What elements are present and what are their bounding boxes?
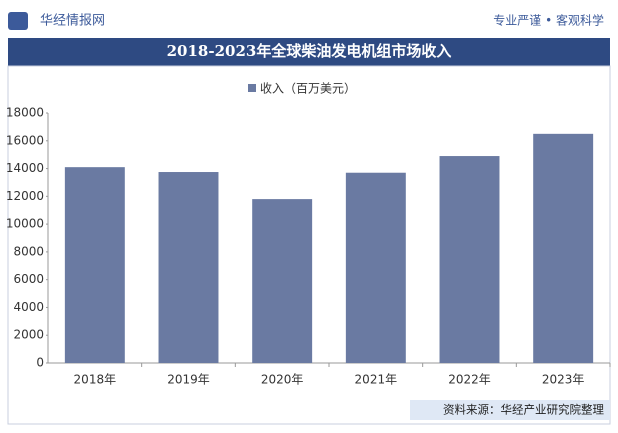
x-tick-label: 2019年	[167, 373, 210, 387]
bar	[252, 199, 313, 363]
y-tick-label: 2000	[13, 328, 44, 342]
brand: 华经情报网	[40, 14, 105, 29]
chart-title: 2018-2023年全球柴油发电机组市场收入	[167, 42, 452, 60]
y-tick-label: 16000	[6, 133, 44, 147]
title-bar	[8, 38, 610, 66]
y-tick-label: 10000	[6, 217, 44, 231]
y-tick-label: 6000	[13, 272, 44, 286]
x-tick-label: 2021年	[355, 373, 398, 387]
bar	[158, 172, 219, 363]
logo	[8, 12, 28, 30]
source: 资料来源：华经产业研究院整理	[443, 403, 604, 417]
bar	[439, 156, 500, 363]
y-tick-label: 18000	[6, 106, 44, 120]
slogan: 专业严谨 • 客观科学	[493, 13, 604, 28]
y-tick-label: 4000	[13, 300, 44, 314]
legend-swatch	[248, 84, 256, 92]
x-tick-label: 2020年	[261, 373, 304, 387]
y-tick-label: 12000	[6, 189, 44, 203]
source-bar	[410, 400, 610, 420]
y-tick-label: 8000	[13, 244, 44, 258]
bar	[345, 172, 406, 363]
chart-frame	[7, 65, 611, 425]
x-tick-label: 2022年	[448, 373, 491, 387]
y-tick-label: 14000	[6, 161, 44, 175]
x-tick-label: 2023年	[542, 373, 585, 387]
x-tick-label: 2018年	[74, 373, 117, 387]
legend-label: 收入（百万美元）	[260, 82, 356, 96]
y-tick-label: 0	[36, 356, 44, 370]
bar	[64, 167, 125, 363]
bar	[533, 133, 594, 363]
